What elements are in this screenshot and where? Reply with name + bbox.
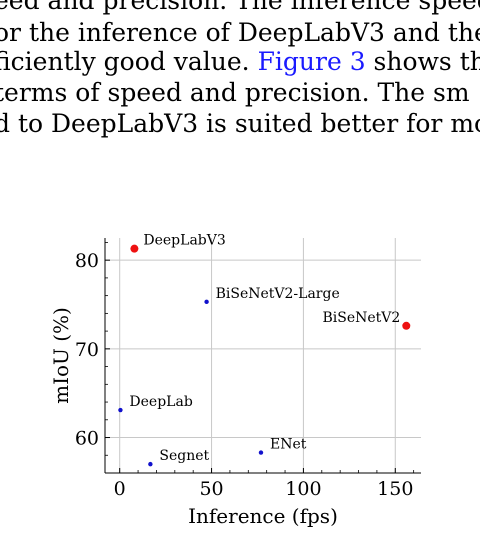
figure-3-link[interactable]: Figure 3: [257, 47, 366, 76]
paragraph-text: eed and precision. The inference speed o…: [0, 0, 480, 150]
paragraph-line-3-end: shows the c: [373, 47, 480, 76]
data-point-label: DeepLabV3: [143, 233, 225, 249]
paragraph-line-2: or the inference of DeepLabV3 and the sp: [0, 18, 480, 47]
data-point: [204, 299, 209, 305]
data-point-label: DeepLab: [129, 394, 192, 410]
y-axis-label: mIoU (%): [49, 307, 73, 404]
x-tick-label: 150: [377, 478, 413, 500]
data-point-label: BiSeNetV2: [322, 310, 400, 326]
axes: 0 50 100 150 60 70 80: [75, 238, 421, 500]
paragraph-line-3: ficiently good value. Figure 3 shows the…: [0, 47, 480, 77]
x-axis-label: Inference (fps): [188, 504, 338, 528]
x-tick-label: 0: [114, 478, 126, 500]
data-point: [118, 407, 123, 413]
data-point-label: ENet: [270, 437, 307, 453]
data-point-label: BiSeNetV2-Large: [216, 286, 340, 302]
x-tick-label: 50: [199, 478, 223, 500]
data-point: [148, 461, 153, 467]
data-point-label: Segnet: [159, 448, 209, 464]
paragraph-line-4: terms of speed and precision. The sm: [0, 78, 470, 107]
data-point: [258, 450, 264, 455]
data-point: [130, 244, 139, 253]
paragraph-line-1: eed and precision. The inference speed: [0, 0, 480, 15]
y-tick-label: 80: [75, 250, 99, 272]
grid: [105, 238, 421, 473]
data-points: DeepLabV3 BiSeNetV2-Large BiSeNetV2 DeepLab…: [118, 233, 411, 467]
paragraph-line-3-start: ficiently good value.: [0, 47, 258, 76]
y-tick-label: 70: [75, 339, 99, 361]
y-tick-label: 60: [75, 428, 99, 450]
data-point: [402, 321, 411, 330]
x-tick-label: 100: [285, 478, 321, 500]
paragraph-line-5: d to DeepLabV3 is suited better for mob: [0, 109, 480, 138]
